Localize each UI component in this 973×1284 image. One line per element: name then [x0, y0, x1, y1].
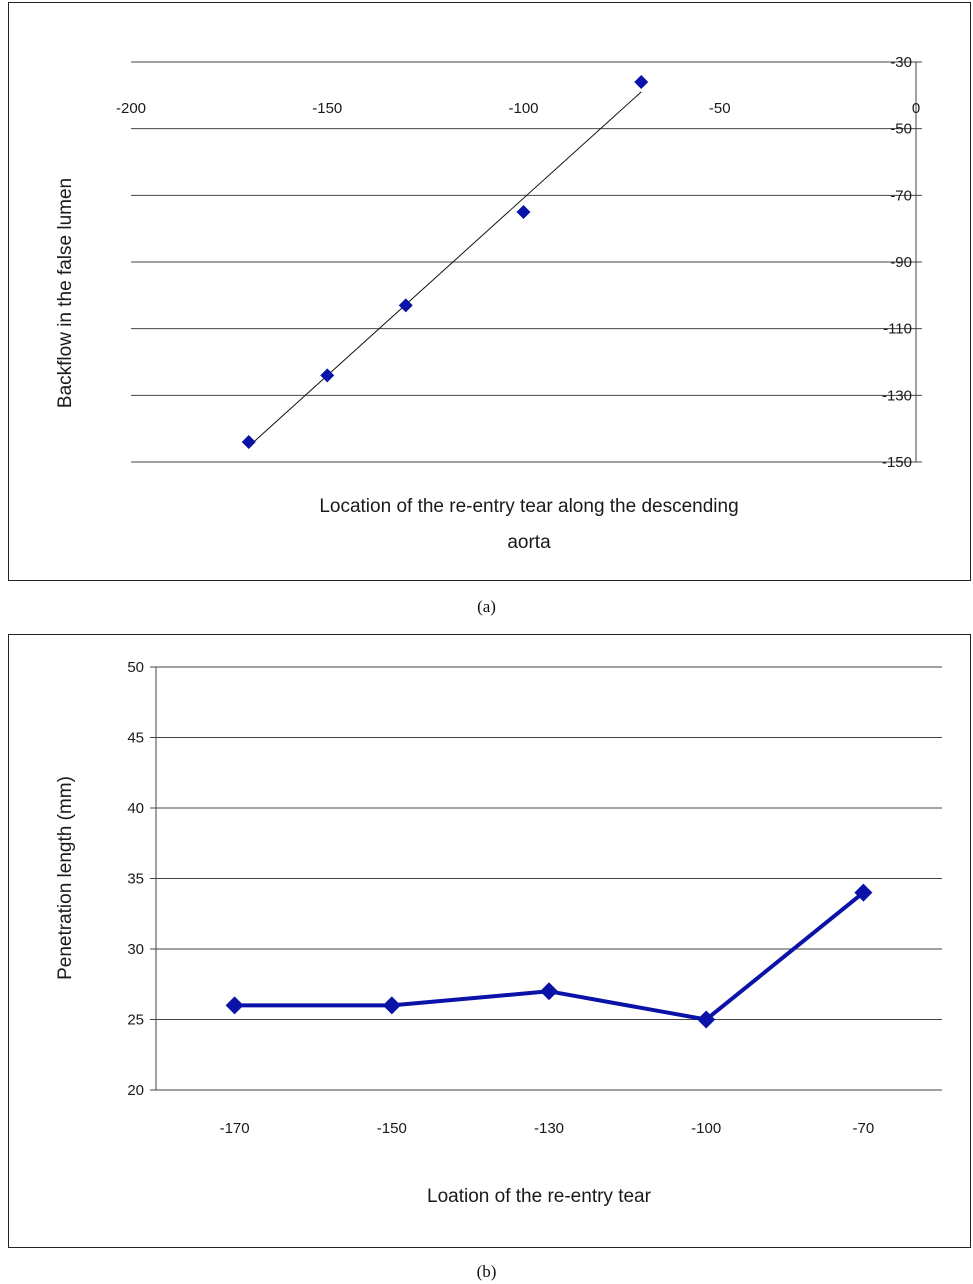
y-tick-label: -30 [890, 54, 912, 71]
y-tick-label: 25 [127, 1012, 144, 1029]
x-tick-label: -200 [116, 100, 146, 117]
y-tick-label: 20 [127, 1082, 144, 1099]
y-tick-label: 50 [127, 659, 144, 676]
backflow-scatter-chart: -30-50-70-90-110-130-150-200 -150 -100 -50 0… [55, 54, 922, 553]
y-tick-label: -90 [890, 254, 912, 271]
y-axis-title: Backflow in the false lumen [55, 178, 76, 408]
y-tick-label: 35 [127, 871, 144, 888]
x-axis-title: Loation of the re-entry tear [427, 1186, 652, 1207]
data-point [516, 205, 531, 219]
data-point [225, 996, 244, 1015]
x-tick-label: -170 [220, 1120, 250, 1137]
data-point [854, 883, 873, 902]
data-point [540, 982, 558, 1001]
x-tick-label: -70 [853, 1120, 875, 1137]
chart-panel-a: -30 -50 -70 -90 -110 -130 -150 -200 -150 -100 -50 0… [8, 2, 971, 581]
y-tick-label: 45 [127, 730, 144, 747]
data-point [634, 75, 649, 89]
data-point [241, 435, 256, 449]
y-tick-label: -70 [890, 187, 912, 204]
x-tick-label: -50 [709, 100, 731, 117]
x-axis-title-line: Location of the re-entry tear along the … [319, 496, 738, 517]
x-tick-label: -130 [534, 1120, 564, 1137]
penetration-line-chart: 20 25 30 35 40 45 50 -170 -150 -130 -100 -70 Penetra… [55, 659, 942, 1207]
data-point [382, 996, 401, 1015]
chart-panel-b: 20 25 30 35 40 45 50 -170 -150 -130 -100 -70 Penetra… [8, 634, 971, 1248]
y-tick-label: 40 [127, 800, 144, 817]
y-axis-title: Penetration length (mm) [55, 776, 76, 980]
x-tick-label: -150 [312, 100, 342, 117]
x-tick-label: 0 [912, 100, 920, 117]
y-tick-label: -110 [883, 321, 912, 338]
y-tick-label: 30 [127, 941, 144, 958]
series-line [234, 891, 865, 1022]
trendline [248, 91, 642, 447]
data-point [697, 1010, 716, 1029]
data-point [320, 368, 335, 383]
x-tick-label: -150 [377, 1120, 407, 1137]
y-tick-label: -50 [890, 121, 912, 138]
x-axis-title-line: aorta [507, 532, 551, 553]
y-tick-label: -130 [882, 387, 912, 404]
x-tick-label: -100 [508, 100, 538, 117]
caption-b: (b) [476, 1262, 497, 1281]
caption-a: (a) [477, 597, 496, 616]
y-tick-label: -150 [882, 454, 912, 471]
x-tick-label: -100 [691, 1120, 721, 1137]
data-point [398, 298, 413, 313]
